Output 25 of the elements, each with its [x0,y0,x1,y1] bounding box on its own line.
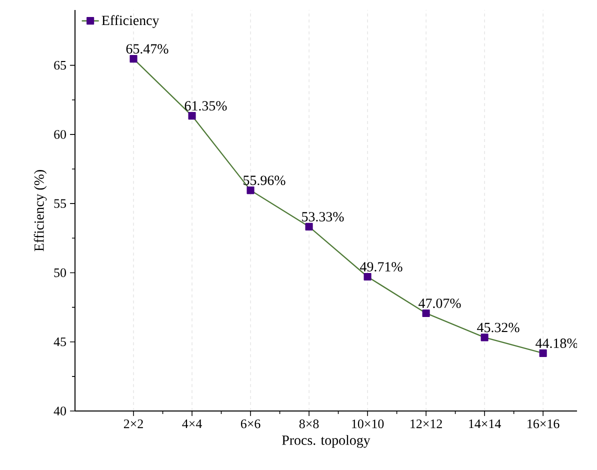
data-label: 65.47% [126,44,168,54]
y-tick-label: 45 [54,338,66,346]
data-label: 55.96% [244,176,286,186]
x-tick-label: 4×4 [182,419,202,428]
y-tick-label: 65 [54,60,66,70]
data-label: 49.71% [360,262,402,272]
data-label: 53.33% [302,212,344,222]
x-tick-label: 12×12 [410,420,442,428]
y-tick-label: 60 [54,130,66,139]
data-label: 61.35% [184,101,227,111]
legend-label: Efficiency [102,15,160,28]
x-tick-label: 2×2 [124,420,143,428]
data-label: 47.07% [418,298,461,308]
y-tick-label: 40 [54,406,66,416]
x-tick-label: 8×8 [299,420,319,428]
x-tick-label: 14×14 [469,420,501,428]
y-axis-title: Efficiency (%) [34,170,47,252]
y-tick-label: 55 [54,199,66,208]
x-tick-label: 10×10 [352,420,384,428]
x-tick-label: 16×16 [528,420,560,428]
x-axis-title: Procs. topology [282,435,370,448]
y-tick-label: 50 [54,268,66,278]
data-label: 44.18% [536,338,578,348]
data-label: 45.32% [477,322,520,332]
x-tick-label: 6×6 [240,420,260,428]
